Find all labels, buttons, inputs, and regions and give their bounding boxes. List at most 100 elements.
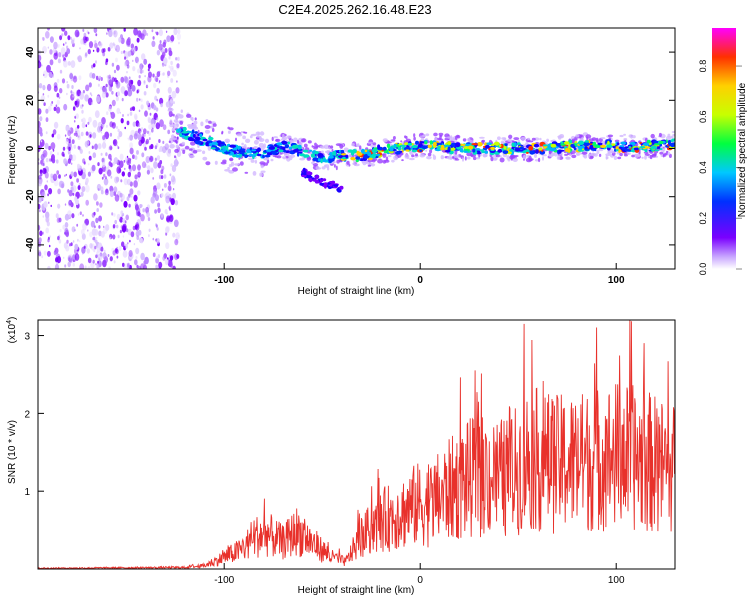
track-core-mark bbox=[181, 131, 189, 134]
track-core-mark bbox=[309, 149, 313, 152]
noise-mark bbox=[38, 209, 41, 213]
noise-mark bbox=[120, 76, 125, 83]
noise-mark bbox=[144, 163, 148, 168]
noise-mark bbox=[168, 206, 171, 210]
track-halo-mark bbox=[429, 149, 433, 154]
track-halo-mark bbox=[377, 158, 384, 164]
track-halo-mark bbox=[174, 148, 180, 153]
noise-mark bbox=[77, 145, 81, 150]
track-halo-mark bbox=[351, 143, 355, 147]
noise-mark bbox=[82, 90, 85, 94]
track-core-mark bbox=[584, 140, 589, 143]
track-halo-mark bbox=[333, 164, 336, 168]
track-halo-mark bbox=[200, 121, 204, 127]
noise-mark bbox=[164, 193, 169, 199]
noise-mark bbox=[147, 116, 151, 122]
noise-mark bbox=[118, 131, 123, 138]
track-core-mark bbox=[526, 151, 529, 154]
track-core-mark bbox=[407, 142, 412, 146]
noise-mark bbox=[49, 36, 54, 43]
noise-mark bbox=[108, 29, 113, 38]
track-halo-mark bbox=[466, 151, 472, 157]
track-core-mark bbox=[225, 145, 229, 150]
track-halo-mark bbox=[192, 150, 198, 154]
noise-mark bbox=[170, 198, 175, 206]
noise-mark bbox=[103, 173, 106, 178]
noise-mark bbox=[45, 117, 49, 122]
track-halo-mark bbox=[490, 156, 494, 162]
noise-mark bbox=[91, 73, 96, 79]
noise-mark bbox=[155, 264, 159, 269]
track-core-mark bbox=[611, 143, 616, 147]
noise-mark bbox=[64, 134, 67, 137]
track-core-mark bbox=[299, 153, 305, 157]
noise-mark bbox=[95, 217, 99, 224]
noise-mark bbox=[119, 160, 124, 168]
noise-mark bbox=[120, 118, 124, 124]
noise-mark bbox=[112, 250, 116, 256]
noise-mark bbox=[144, 75, 146, 78]
noise-mark bbox=[53, 85, 58, 92]
track-halo-mark bbox=[307, 140, 312, 144]
noise-mark bbox=[105, 83, 108, 88]
track-halo-mark bbox=[234, 163, 240, 166]
noise-mark bbox=[66, 45, 69, 50]
noise-mark bbox=[173, 28, 178, 36]
noise-mark bbox=[64, 213, 70, 221]
snr-panel: -100 0 100 3 2 1 Height of straight line (km… bbox=[6, 317, 676, 596]
track-halo-mark bbox=[411, 154, 415, 158]
track-halo-mark bbox=[171, 113, 175, 117]
noise-mark bbox=[38, 237, 42, 243]
noise-mark bbox=[115, 81, 121, 89]
track-core-mark bbox=[459, 148, 464, 153]
track-halo-mark bbox=[623, 133, 626, 136]
noise-mark bbox=[43, 250, 47, 256]
noise-mark bbox=[68, 190, 73, 197]
noise-mark bbox=[156, 155, 161, 161]
track-core-mark bbox=[382, 146, 387, 151]
track-core-mark bbox=[486, 142, 492, 146]
noise-mark bbox=[92, 259, 95, 264]
noise-mark bbox=[144, 110, 148, 117]
track-halo-mark bbox=[476, 157, 481, 160]
noise-mark bbox=[103, 178, 109, 186]
noise-mark bbox=[172, 265, 176, 269]
noise-mark bbox=[120, 50, 123, 55]
noise-mark bbox=[134, 259, 138, 266]
track-core-mark bbox=[194, 131, 198, 134]
track-halo-mark bbox=[293, 137, 298, 142]
track-halo-mark bbox=[581, 151, 588, 155]
track-core-mark bbox=[393, 143, 397, 147]
track-core-mark bbox=[599, 144, 607, 148]
track-halo-mark bbox=[523, 158, 525, 161]
track-halo-mark bbox=[650, 133, 655, 139]
noise-mark bbox=[166, 217, 169, 222]
track-core-mark bbox=[310, 153, 316, 158]
track-core-mark bbox=[241, 151, 246, 156]
track-halo-mark bbox=[467, 156, 471, 160]
noise-mark bbox=[64, 203, 67, 206]
noise-mark bbox=[100, 246, 104, 252]
noise-mark bbox=[88, 82, 92, 88]
noise-mark bbox=[59, 69, 63, 74]
noise-mark bbox=[163, 183, 167, 188]
track-core-mark bbox=[585, 148, 590, 151]
noise-mark bbox=[87, 31, 90, 35]
noise-mark bbox=[140, 237, 144, 244]
track-halo-mark bbox=[446, 155, 453, 160]
noise-mark bbox=[139, 69, 143, 74]
noise-mark bbox=[152, 252, 156, 258]
track-core-mark bbox=[372, 153, 377, 157]
noise-mark bbox=[109, 42, 114, 49]
colorbar-label: Normalized spectral amplitude bbox=[737, 82, 748, 217]
noise-mark bbox=[100, 231, 105, 238]
noise-mark bbox=[142, 29, 147, 37]
track-halo-mark bbox=[197, 144, 200, 148]
noise-mark bbox=[137, 171, 141, 178]
noise-mark bbox=[161, 188, 164, 191]
track-halo-mark bbox=[497, 136, 501, 140]
noise-mark bbox=[82, 117, 86, 124]
track-halo-mark bbox=[275, 139, 279, 142]
track-halo-mark bbox=[478, 136, 485, 139]
noise-mark bbox=[160, 193, 164, 198]
